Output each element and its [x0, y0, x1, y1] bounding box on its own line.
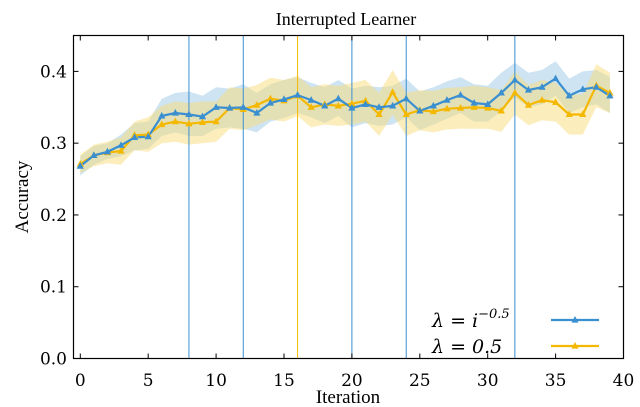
- data-point: [606, 91, 614, 99]
- data-point: [389, 88, 397, 95]
- data-point: [144, 132, 152, 140]
- y-tick-label: 0.0: [40, 350, 67, 370]
- legend-marker: [571, 342, 579, 349]
- x-tick-label: 40: [613, 371, 635, 391]
- data-point: [185, 119, 193, 127]
- data-point: [579, 85, 587, 92]
- data-point: [497, 88, 505, 96]
- data-point: [416, 106, 424, 114]
- x-axis-label: Iteration: [316, 387, 381, 407]
- data-point: [524, 101, 533, 108]
- data-point: [171, 109, 179, 116]
- data-point: [198, 112, 207, 120]
- data-point: [90, 151, 98, 158]
- data-point: [551, 98, 560, 105]
- data-point: [456, 91, 465, 98]
- series-line-1: [79, 84, 611, 165]
- y-tick-label: 0.1: [40, 278, 67, 298]
- data-point: [158, 120, 166, 128]
- data-point: [429, 101, 437, 109]
- data-point: [348, 103, 356, 111]
- data-point: [76, 162, 84, 169]
- data-point: [321, 101, 329, 109]
- data-point: [484, 100, 492, 108]
- data-point: [511, 76, 519, 83]
- data-point: [443, 104, 451, 112]
- data-point: [280, 95, 288, 102]
- legend-label-1: λ = 0.5: [431, 336, 502, 358]
- x-tick-label: 0: [75, 371, 86, 391]
- series-lines: [79, 77, 611, 167]
- data-point: [117, 147, 125, 154]
- data-point: [484, 103, 492, 111]
- data-point: [266, 94, 275, 102]
- chart-title: Interrupted Learner: [276, 9, 416, 29]
- interruption-lines: [188, 35, 516, 359]
- data-point: [185, 110, 193, 118]
- data-point: [538, 96, 546, 103]
- data-point: [212, 103, 220, 110]
- series-markers: [76, 74, 614, 169]
- data-point: [334, 94, 342, 102]
- data-point: [171, 117, 179, 125]
- data-point: [117, 141, 125, 148]
- x-tick-label: 25: [409, 371, 431, 391]
- data-point: [293, 91, 302, 98]
- axis-ticks: 0 5 10 15 20 25 30 35 40 0.0 0.1 0.2 0.3 0.4: [40, 35, 635, 391]
- legend-marker: [571, 316, 579, 323]
- data-point: [307, 96, 315, 103]
- data-point: [429, 107, 437, 115]
- x-tick-label: 10: [205, 371, 227, 391]
- plot-frame: [72, 34, 625, 360]
- data-point: [524, 86, 533, 93]
- data-point: [212, 117, 220, 125]
- data-point: [579, 110, 587, 118]
- y-tick-label: 0.3: [40, 134, 67, 154]
- data-point: [511, 88, 519, 96]
- data-point: [402, 94, 410, 102]
- data-point: [565, 91, 573, 99]
- confidence-band-1: [80, 64, 610, 174]
- data-point: [592, 83, 600, 90]
- data-point: [538, 83, 546, 90]
- legend-label-0: λ = i−0.5: [431, 307, 510, 332]
- data-point: [131, 133, 139, 141]
- data-point: [375, 103, 383, 110]
- data-point: [497, 106, 505, 114]
- x-tick-label: 30: [477, 371, 499, 391]
- data-point: [361, 100, 370, 108]
- y-tick-label: 0.4: [40, 62, 67, 82]
- data-point: [253, 109, 261, 116]
- data-point: [551, 74, 560, 82]
- confidence-bands: [80, 61, 610, 176]
- data-point: [103, 147, 112, 155]
- data-point: [456, 103, 465, 111]
- data-point: [253, 101, 261, 108]
- series-line-0: [79, 77, 611, 167]
- legend-exponent: −0.5: [478, 307, 510, 322]
- data-point: [334, 101, 342, 109]
- y-axis-label: Accuracy: [12, 160, 33, 233]
- data-point: [389, 101, 397, 109]
- data-point: [226, 103, 234, 111]
- y-tick-label: 0.2: [40, 206, 67, 226]
- x-tick-label: 5: [143, 371, 154, 391]
- data-point: [470, 98, 478, 106]
- data-point: [307, 103, 315, 110]
- data-point: [266, 98, 275, 106]
- x-tick-label: 35: [545, 371, 567, 391]
- data-point: [198, 118, 207, 125]
- data-point: [158, 111, 166, 119]
- data-point: [565, 110, 573, 118]
- data-point: [348, 99, 356, 107]
- data-point: [375, 110, 383, 118]
- data-point: [470, 103, 478, 110]
- data-point: [239, 103, 247, 110]
- data-point: [402, 110, 410, 118]
- data-point: [361, 96, 370, 104]
- x-tick-label: 20: [341, 371, 363, 391]
- data-point: [443, 96, 451, 103]
- x-tick-label: 15: [273, 371, 295, 391]
